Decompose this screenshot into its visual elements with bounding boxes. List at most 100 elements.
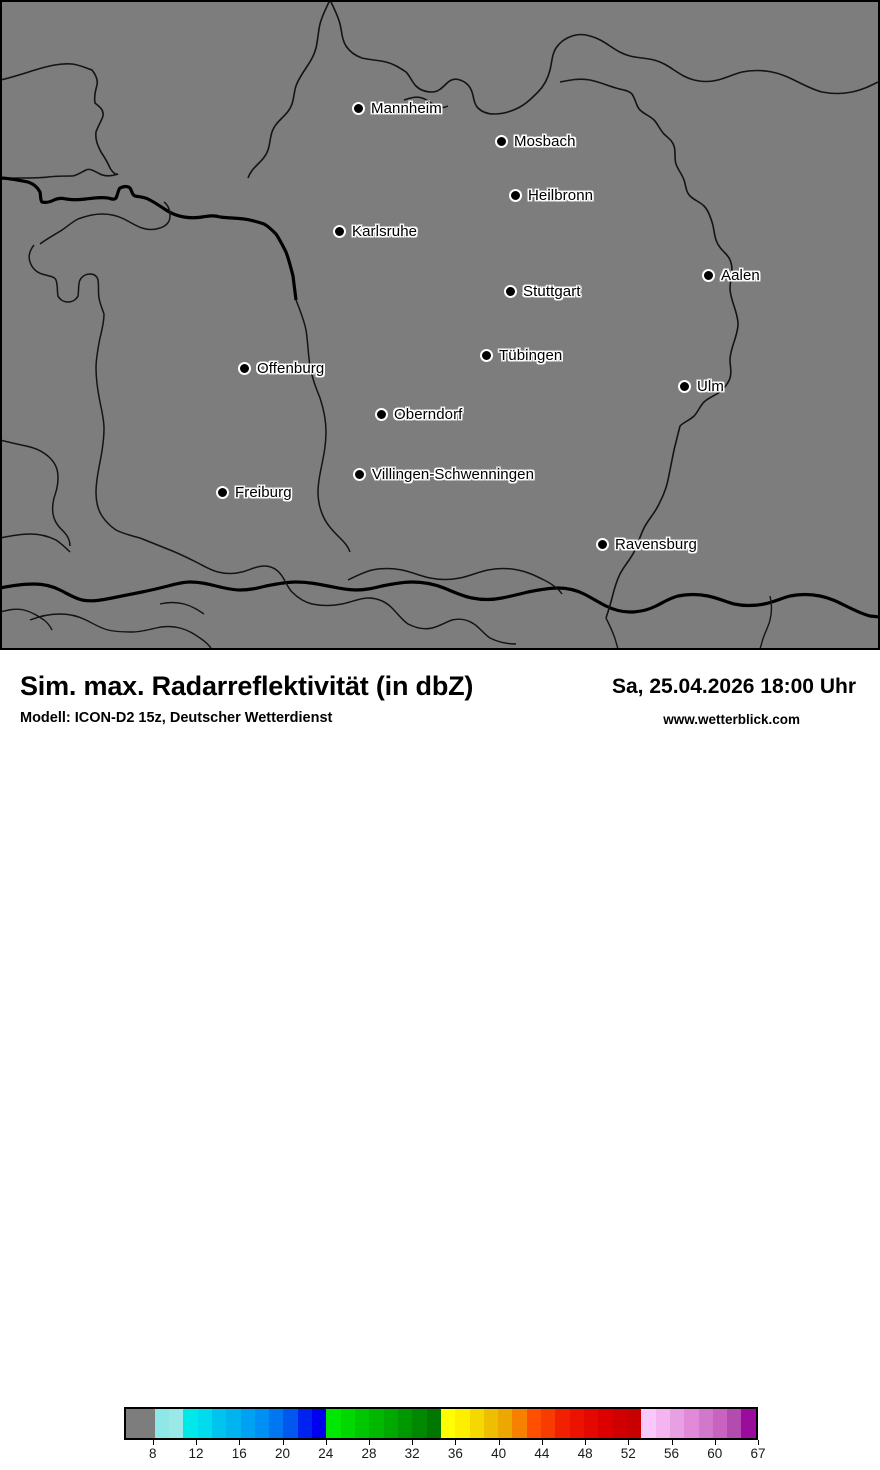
- colorbar-band: [154, 1409, 169, 1438]
- canton-border-c: [0, 608, 53, 631]
- city-dot-icon: [480, 348, 493, 362]
- city-label: Mosbach: [514, 132, 576, 150]
- state-border-east-lower: [605, 425, 681, 619]
- colorbar-tick-label: 56: [664, 1446, 680, 1461]
- city-label: Oberndorf: [394, 405, 463, 423]
- city-marker: Heilbronn: [509, 186, 594, 204]
- colorbar-tick-label: 8: [149, 1446, 157, 1461]
- city-marker: Tübingen: [480, 346, 563, 364]
- colorbar-tick-label: 24: [318, 1446, 334, 1461]
- city-label: Freiburg: [235, 483, 292, 501]
- department-border-lower: [28, 244, 105, 315]
- department-border-loop: [39, 201, 171, 245]
- colorbar-band: [240, 1409, 255, 1438]
- city-label: Heilbronn: [528, 186, 594, 204]
- city-label: Stuttgart: [523, 282, 581, 300]
- colorbar-band: [397, 1409, 413, 1438]
- colorbar-band: [355, 1409, 370, 1438]
- city-marker: Aalen: [702, 266, 760, 284]
- colorbar-band: [469, 1409, 484, 1438]
- city-label: Aalen: [721, 266, 760, 284]
- lake-constance-lower-shore: [139, 537, 517, 645]
- colorbar-band: [541, 1409, 556, 1438]
- city-dot-icon: [353, 467, 366, 481]
- colorbar-band: [655, 1409, 670, 1438]
- colorbar-tick-label: 36: [447, 1446, 463, 1461]
- state-border-upper-left: [281, 0, 331, 119]
- city-marker: Stuttgart: [504, 282, 581, 300]
- colorbar-tick-label: 16: [231, 1446, 247, 1461]
- colorbar-tick-mark: [671, 1440, 673, 1445]
- chart-title: Sim. max. Radarreflektivität (in dbZ): [20, 671, 474, 701]
- colorbar[interactable]: [124, 1407, 758, 1440]
- city-label: Mannheim: [371, 99, 442, 117]
- city-dot-icon: [216, 485, 229, 499]
- city-marker: Ulm: [678, 377, 724, 395]
- colorbar-tick-label: 52: [620, 1446, 636, 1461]
- colorbar-band: [612, 1409, 627, 1438]
- colorbar-band: [226, 1409, 241, 1438]
- colorbar-band: [684, 1409, 699, 1438]
- colorbar-band: [126, 1409, 141, 1438]
- colorbar-band: [440, 1409, 456, 1438]
- colorbar-tick-mark: [196, 1440, 198, 1445]
- radar-map-panel[interactable]: Mannheim Mosbach Heilbronn Karlsruhe Aalen St…: [0, 0, 880, 650]
- colorbar-tick-mark: [455, 1440, 457, 1445]
- colorbar-tick-mark: [325, 1440, 327, 1445]
- colorbar-tick-mark: [152, 1440, 154, 1445]
- city-marker: Freiburg: [216, 483, 292, 501]
- city-dot-icon: [702, 268, 715, 282]
- colorbar-band: [512, 1409, 527, 1438]
- colorbar-band: [526, 1409, 542, 1438]
- colorbar-tick-label: 44: [534, 1446, 550, 1461]
- website-credit: www.wetterblick.com: [663, 712, 800, 727]
- canton-border-b: [131, 625, 213, 650]
- colorbar-band: [312, 1409, 327, 1438]
- colorbar-band: [426, 1409, 441, 1438]
- colorbar-tick-mark: [368, 1440, 370, 1445]
- map-frame-rect: [0, 0, 880, 650]
- city-marker: Mosbach: [495, 132, 576, 150]
- city-label: Villingen-Schwenningen: [372, 465, 535, 483]
- colorbar-band: [140, 1409, 155, 1438]
- state-border-east: [559, 78, 739, 427]
- city-dot-icon: [333, 224, 346, 238]
- city-marker: Offenburg: [238, 359, 325, 377]
- city-dot-icon: [504, 284, 517, 298]
- colorbar-band: [340, 1409, 355, 1438]
- colorbar-tick-label: 40: [491, 1446, 507, 1461]
- colorbar-band: [211, 1409, 227, 1438]
- colorbar-band: [455, 1409, 470, 1438]
- colorbar-band: [641, 1409, 656, 1438]
- chart-subtitle: Modell: ICON-D2 15z, Deutscher Wetterdie…: [20, 710, 333, 726]
- department-border-long-south: [95, 313, 141, 539]
- colorbar-band: [555, 1409, 570, 1438]
- colorbar-band: [369, 1409, 384, 1438]
- colorbar-tick-mark: [282, 1440, 284, 1445]
- city-label: Tübingen: [499, 346, 563, 364]
- national-border-switzerland: [0, 580, 631, 614]
- internal-border-alsace: [0, 168, 119, 180]
- colorbar-band: [197, 1409, 212, 1438]
- city-label: Ravensburg: [615, 535, 697, 553]
- lake-constance-shore: [347, 567, 563, 595]
- colorbar-band: [584, 1409, 599, 1438]
- department-border-west-arm: [0, 439, 71, 547]
- colorbar-tick-mark: [714, 1440, 716, 1445]
- colorbar-band: [569, 1409, 584, 1438]
- austria-inner-border-b: [605, 617, 619, 650]
- colorbar-band: [283, 1409, 298, 1438]
- city-dot-icon: [352, 101, 365, 115]
- canton-border-a: [29, 613, 133, 633]
- colorbar-band: [269, 1409, 284, 1438]
- river-neckar: [403, 96, 449, 109]
- colorbar-tick-label: 12: [188, 1446, 204, 1461]
- colorbar-band: [183, 1409, 198, 1438]
- city-marker: Villingen-Schwenningen: [353, 465, 535, 483]
- city-marker: Mannheim: [352, 99, 442, 117]
- state-border-north: [329, 0, 573, 115]
- city-label: Offenburg: [257, 359, 325, 377]
- canton-border-d: [159, 601, 205, 615]
- colorbar-band: [727, 1409, 742, 1438]
- city-label: Ulm: [697, 377, 724, 395]
